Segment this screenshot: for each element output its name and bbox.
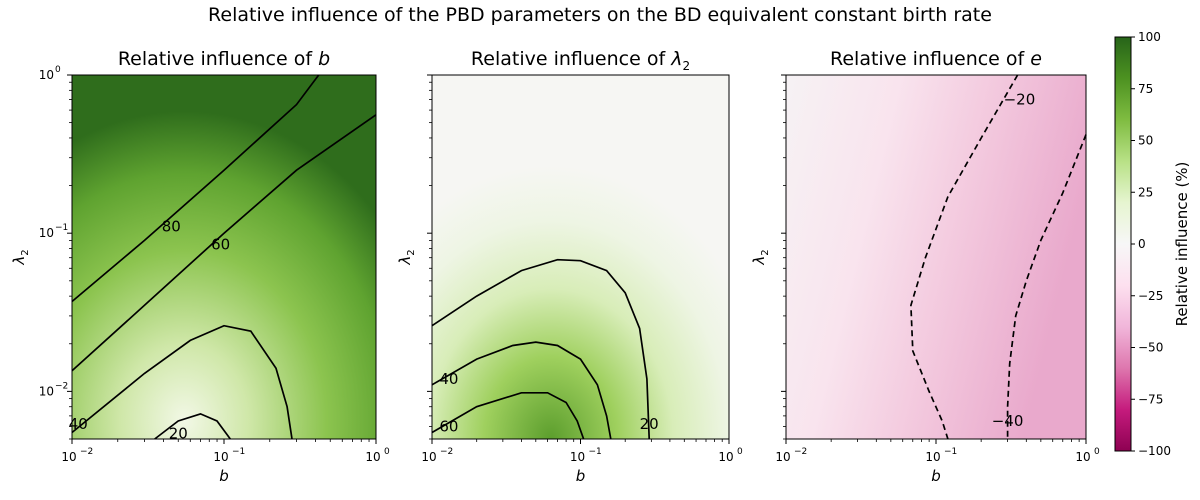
contour-label: 60 bbox=[211, 235, 230, 253]
x-tick-label: 10 bbox=[1075, 450, 1090, 464]
contour-line bbox=[431, 341, 612, 440]
x-tick-label: 10 bbox=[718, 450, 733, 464]
x-tick-label: 10 bbox=[421, 450, 436, 464]
x-tick-label: 10 bbox=[570, 450, 585, 464]
colorbar-tick-label: −25 bbox=[1138, 289, 1163, 303]
colorbar: 100 75 50 25 0 −25 −50 −75 −100 Relative influenc… bbox=[1114, 30, 1191, 458]
contour-line bbox=[71, 114, 377, 372]
x-tick-exponent: 0 bbox=[1094, 447, 1100, 457]
y-axis-label: λ2 bbox=[396, 249, 417, 265]
x-tick-label: 10 bbox=[925, 450, 940, 464]
x-tick-label: 10 bbox=[365, 450, 380, 464]
y-tick-exponent: 0 bbox=[55, 65, 61, 75]
contour-label: −40 bbox=[992, 412, 1024, 430]
colorbar-scale bbox=[1114, 36, 1132, 452]
x-tick-label: 10 bbox=[61, 450, 76, 464]
y-tick-exponent: −1 bbox=[55, 223, 68, 233]
panel-2: 40 60 20 10 −2 10 −1 10 0 b λ2 Relative influence o… bbox=[396, 48, 743, 485]
x-tick-exponent: −1 bbox=[944, 447, 957, 457]
contour-label: −20 bbox=[1004, 91, 1036, 109]
panel-title: Relative influence of b bbox=[118, 48, 330, 70]
x-tick-label: 10 bbox=[775, 450, 790, 464]
colorbar-tick-label: 75 bbox=[1138, 82, 1153, 96]
colorbar-tick-label: −100 bbox=[1138, 444, 1171, 458]
colorbar-tick-label: 25 bbox=[1138, 185, 1153, 199]
contour-label: 80 bbox=[162, 218, 181, 236]
y-tick-label: 10 bbox=[39, 226, 54, 240]
colorbar-tick-label: 100 bbox=[1138, 30, 1161, 44]
heatmap-field bbox=[72, 75, 376, 439]
x-axis-label: b bbox=[931, 467, 941, 485]
contour-label: 20 bbox=[640, 415, 659, 433]
x-tick-exponent: −2 bbox=[80, 447, 93, 457]
y-tick-label: 10 bbox=[39, 384, 54, 398]
x-axis-label: b bbox=[576, 467, 586, 485]
colorbar-tick-label: 50 bbox=[1138, 134, 1153, 148]
x-axis-label: b bbox=[219, 467, 229, 485]
contour-line bbox=[71, 324, 293, 440]
colorbar-label: Relative influence (%) bbox=[1173, 162, 1191, 327]
x-tick-exponent: −1 bbox=[589, 447, 602, 457]
contour-label: 40 bbox=[69, 415, 88, 433]
contour-line bbox=[910, 74, 1019, 440]
x-tick-exponent: 0 bbox=[384, 447, 390, 457]
colorbar-tick-label: −50 bbox=[1138, 341, 1163, 355]
x-tick-exponent: −2 bbox=[794, 447, 807, 457]
y-tick-exponent: −2 bbox=[55, 381, 68, 391]
y-axis-label: λ2 bbox=[750, 249, 771, 265]
x-tick-label: 10 bbox=[213, 450, 228, 464]
contour-line bbox=[431, 391, 585, 440]
heatmap-field bbox=[786, 75, 1086, 439]
panel-title: Relative influence of λ2 bbox=[471, 48, 690, 73]
x-tick-exponent: −1 bbox=[232, 447, 245, 457]
figure-suptitle: Relative influence of the PBD parameters… bbox=[208, 4, 992, 26]
colorbar-tick-label: 0 bbox=[1138, 237, 1146, 251]
contour-label: 20 bbox=[169, 425, 188, 443]
y-axis-label: λ2 bbox=[10, 249, 31, 265]
contour-line bbox=[71, 74, 320, 303]
contour-line bbox=[154, 412, 231, 440]
panel-title: Relative influence of e bbox=[830, 48, 1042, 70]
contour-label: 60 bbox=[439, 417, 458, 435]
panel-3: −20 −40 10 −2 10 −1 10 0 b λ2 Relative influence o… bbox=[750, 48, 1100, 485]
contour-label: 40 bbox=[439, 370, 458, 388]
x-tick-exponent: 0 bbox=[737, 447, 743, 457]
heatmap-field bbox=[432, 75, 729, 439]
colorbar-tick-label: −75 bbox=[1138, 392, 1163, 406]
contour-line bbox=[1006, 134, 1087, 439]
x-tick-exponent: −2 bbox=[440, 447, 453, 457]
contour-line bbox=[431, 258, 651, 440]
y-tick-label: 10 bbox=[39, 68, 54, 82]
